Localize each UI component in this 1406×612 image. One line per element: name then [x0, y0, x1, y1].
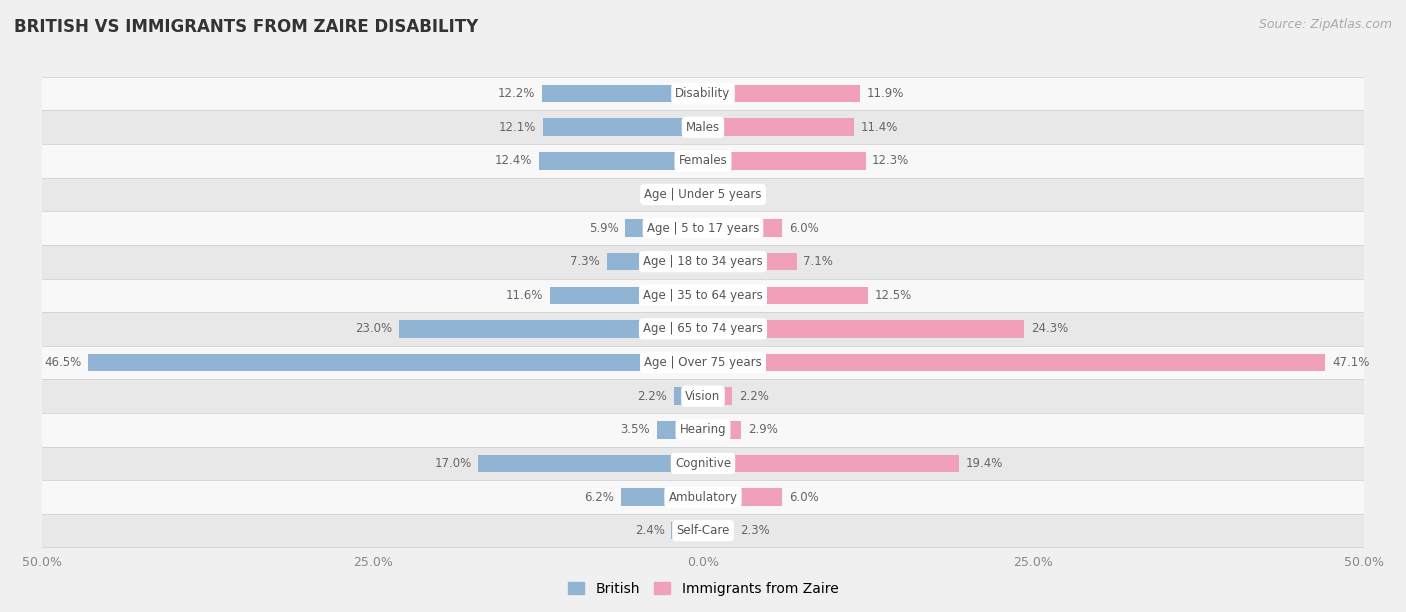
Text: Age | 65 to 74 years: Age | 65 to 74 years [643, 323, 763, 335]
Text: Age | 35 to 64 years: Age | 35 to 64 years [643, 289, 763, 302]
Text: 1.1%: 1.1% [724, 188, 754, 201]
Bar [42, 480, 1364, 514]
Text: 6.0%: 6.0% [789, 490, 818, 504]
Bar [42, 346, 1364, 379]
Bar [703, 421, 741, 439]
Bar [42, 76, 1364, 110]
Text: 12.1%: 12.1% [499, 121, 537, 134]
Text: Self-Care: Self-Care [676, 524, 730, 537]
Text: 2.9%: 2.9% [748, 424, 778, 436]
Text: BRITISH VS IMMIGRANTS FROM ZAIRE DISABILITY: BRITISH VS IMMIGRANTS FROM ZAIRE DISABIL… [14, 18, 478, 36]
Text: 47.1%: 47.1% [1331, 356, 1369, 369]
Text: Age | Under 5 years: Age | Under 5 years [644, 188, 762, 201]
Text: 19.4%: 19.4% [966, 457, 1004, 470]
Bar [42, 379, 1364, 413]
Bar [703, 185, 717, 203]
Bar [42, 245, 1364, 278]
Legend: British, Immigrants from Zaire: British, Immigrants from Zaire [562, 576, 844, 601]
Text: Age | 18 to 34 years: Age | 18 to 34 years [643, 255, 763, 268]
Text: 11.6%: 11.6% [506, 289, 543, 302]
Text: Females: Females [679, 154, 727, 167]
Bar [703, 119, 853, 136]
Text: 11.9%: 11.9% [868, 87, 904, 100]
Bar [541, 85, 703, 102]
Bar [703, 387, 733, 405]
Text: Vision: Vision [685, 390, 721, 403]
Text: 2.4%: 2.4% [634, 524, 665, 537]
Bar [703, 320, 1024, 338]
Text: Hearing: Hearing [679, 424, 727, 436]
Bar [42, 211, 1364, 245]
Text: Age | Over 75 years: Age | Over 75 years [644, 356, 762, 369]
Bar [703, 253, 797, 271]
Text: 6.0%: 6.0% [789, 222, 818, 234]
Text: 12.2%: 12.2% [498, 87, 536, 100]
Bar [703, 354, 1326, 371]
Text: 12.3%: 12.3% [872, 154, 910, 167]
Bar [42, 144, 1364, 177]
Text: 3.5%: 3.5% [620, 424, 650, 436]
Bar [703, 219, 782, 237]
Text: 6.2%: 6.2% [585, 490, 614, 504]
Bar [703, 522, 734, 539]
Bar [703, 488, 782, 506]
Text: 23.0%: 23.0% [356, 323, 392, 335]
Bar [42, 413, 1364, 447]
Bar [703, 152, 866, 170]
Text: 46.5%: 46.5% [45, 356, 82, 369]
Bar [89, 354, 703, 371]
Text: Age | 5 to 17 years: Age | 5 to 17 years [647, 222, 759, 234]
Bar [657, 421, 703, 439]
Bar [543, 119, 703, 136]
Bar [703, 85, 860, 102]
Bar [550, 286, 703, 304]
Bar [673, 387, 703, 405]
Text: Source: ZipAtlas.com: Source: ZipAtlas.com [1258, 18, 1392, 31]
Text: 7.1%: 7.1% [803, 255, 834, 268]
Bar [703, 455, 959, 472]
Text: 2.2%: 2.2% [738, 390, 769, 403]
Bar [42, 177, 1364, 211]
Text: 17.0%: 17.0% [434, 457, 471, 470]
Bar [42, 110, 1364, 144]
Text: 5.9%: 5.9% [589, 222, 619, 234]
Text: 1.5%: 1.5% [647, 188, 676, 201]
Bar [671, 522, 703, 539]
Bar [42, 447, 1364, 480]
Bar [478, 455, 703, 472]
Bar [703, 286, 868, 304]
Text: 11.4%: 11.4% [860, 121, 897, 134]
Text: Males: Males [686, 121, 720, 134]
Text: Disability: Disability [675, 87, 731, 100]
Bar [683, 185, 703, 203]
Bar [626, 219, 703, 237]
Bar [606, 253, 703, 271]
Text: 2.2%: 2.2% [637, 390, 668, 403]
Text: 12.5%: 12.5% [875, 289, 912, 302]
Text: 24.3%: 24.3% [1031, 323, 1069, 335]
Text: Cognitive: Cognitive [675, 457, 731, 470]
Bar [42, 278, 1364, 312]
Text: 2.3%: 2.3% [740, 524, 769, 537]
Bar [538, 152, 703, 170]
Text: 7.3%: 7.3% [571, 255, 600, 268]
Bar [399, 320, 703, 338]
Bar [621, 488, 703, 506]
Text: Ambulatory: Ambulatory [668, 490, 738, 504]
Text: 12.4%: 12.4% [495, 154, 533, 167]
Bar [42, 514, 1364, 548]
Bar [42, 312, 1364, 346]
